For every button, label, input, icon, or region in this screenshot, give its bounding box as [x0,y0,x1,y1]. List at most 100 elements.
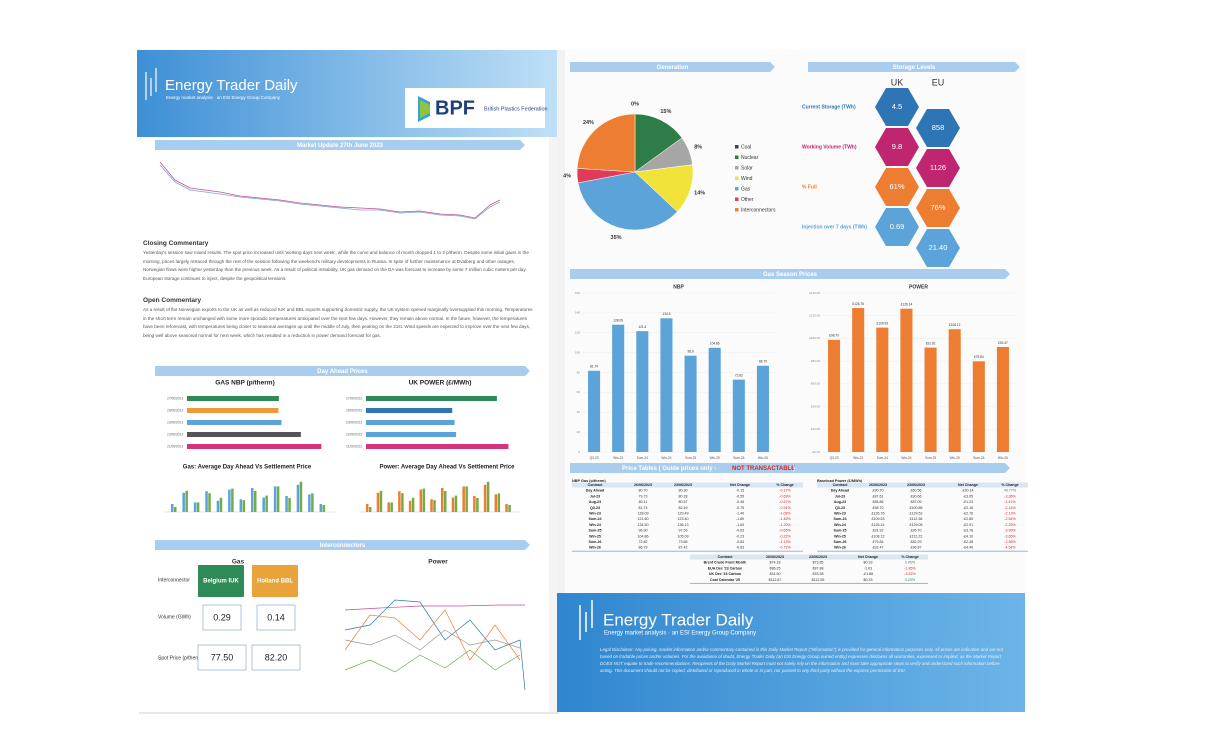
table-cell: Brent Crude Front Month [704,561,747,565]
storage-eu: 1126 [930,163,946,172]
table-cell: -0.63 [736,529,744,533]
table-cell: Win-23 [589,511,601,515]
bar [948,329,961,452]
table-cell: Jul-23 [590,494,600,498]
avg-bar [505,504,508,512]
table-cell: -2.54% [1004,517,1016,521]
section-title: Generation [657,65,689,71]
table-cell: 134.50 [638,523,649,527]
table-cell: -3.36% [1004,494,1016,498]
avg-bar [171,504,174,512]
spine [549,50,565,712]
table-cell: £87.09 [911,500,922,504]
chart-title: GAS NBP (p/therm) [215,380,274,387]
bar-label: 72.82 [735,373,743,377]
x-tick-label: Sum-25 [685,456,696,460]
interconnector-power-lines [344,599,526,691]
legend-swatch [735,208,739,212]
legend-swatch [735,197,739,201]
bar [187,408,279,413]
table-cell: -£2.76 [963,511,973,515]
table-cell: £129.05 [910,523,923,527]
y-tick-label: £60.00 [811,382,821,386]
table-cell: -£4.40 [963,546,973,550]
table-cell: -0.72% [779,546,791,550]
x-tick-label: Win-23 [853,456,863,460]
bar-label: 104.86 [710,342,720,346]
avg-bar [273,486,277,512]
table-cell: $112.87 [769,578,782,582]
table-cell: $74.18 [770,561,781,565]
section-title: Market Update 27th June 2023 [297,143,384,149]
section-title-bg [155,540,530,550]
table-header-bg [572,482,803,488]
pie-label: 24% [583,120,594,126]
avg-bar [182,492,185,512]
table-header: 23/06/2023 [674,483,692,487]
footer-brand: Energy Trader Daily [603,610,754,629]
x-tick-label: Win-23 [613,456,623,460]
table-cell: Win-24 [589,523,601,527]
bar-label: £126.14 [901,303,913,307]
table-cell: £98.70 [873,506,884,510]
table-cell: £85.86 [873,500,884,504]
bar-category: 22/06/2023 [167,432,183,436]
bar-category: 21/06/2023 [167,444,183,448]
y-tick-label: 100 [575,350,580,354]
storage-uk: 9.8 [892,142,902,151]
y-tick-label: £100.00 [809,336,820,340]
avg-bar [486,481,490,512]
table-cell: 80.28 [679,494,688,498]
storage-uk: 0.69 [890,222,905,231]
table-cell: -2.13% [1004,511,1016,515]
y-tick-label: £80.00 [811,359,821,363]
bar [684,355,697,452]
avg-bar [390,502,393,512]
y-tick-label: 0 [578,450,580,454]
table-cell: -4.54% [1004,546,1016,550]
y-tick-label: 140 [575,311,580,315]
table-cell: £90.70 [873,489,884,493]
table-cell: £91.92 [873,529,884,533]
bar-category: 21/06/2023 [346,444,362,448]
table-cell: €87.88 [813,566,824,570]
table-cell: -1.40 [736,511,744,515]
legend-label: Solar [741,165,753,171]
table-cell: -1.41% [1004,500,1016,504]
table-cell: £79.84 [873,540,884,544]
bar-label: 81.74 [590,365,598,369]
x-tick-label: Win-26 [998,456,1008,460]
table-header: 26/06/2023 [869,483,887,487]
table-header: Contract [718,555,734,559]
table-cell: £96.87 [911,546,922,550]
table-cell: Day Ahead [586,489,604,493]
bar-label: £108.12 [949,323,961,327]
brand: Energy Trader Daily [165,77,298,94]
table-cell: -0.55 [736,494,744,498]
x-tick-label: Win-24 [901,456,911,460]
table-cell: -3.65% [1004,534,1016,538]
bar [187,420,282,425]
legend-swatch [735,166,739,170]
bar [660,318,673,452]
pie-slice [634,113,683,173]
table-cell: -0.63 [736,546,744,550]
bar [366,444,509,449]
section-title: Day Ahead Prices [317,369,368,375]
avg-bar [216,500,220,512]
section-title: Storage Levels [893,65,936,71]
table-cell: £60.56 [911,489,922,493]
avg-bar [430,499,433,512]
table-cell: -1.46% [779,517,791,521]
avg-bar [433,500,436,512]
table-cell: -2.14% [1004,506,1016,510]
avg-bar [322,505,326,512]
avg-bar [454,495,458,512]
avg-bar [441,488,444,512]
table-header-bg [817,482,1028,488]
pie-label: 4% [563,174,571,180]
table-cell: -0.65% [779,529,791,533]
avg-bar [208,493,211,512]
storage-uk: 61% [889,182,904,191]
